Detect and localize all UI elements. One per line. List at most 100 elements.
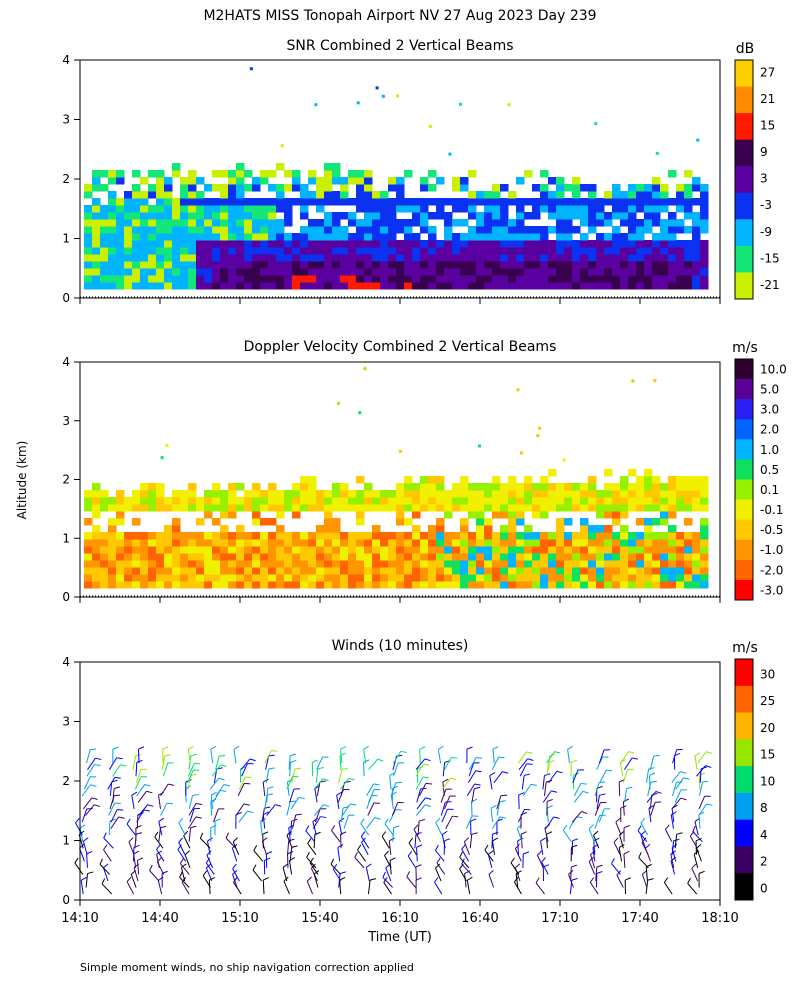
colorbar-swatch (735, 166, 753, 194)
x-tick-label: 16:40 (461, 911, 498, 926)
colorbar-tick-label: 20 (760, 721, 775, 735)
x-tick-label: 14:10 (61, 911, 98, 926)
y-tick-label: 1 (62, 531, 70, 545)
y-tick-label: 0 (62, 291, 70, 305)
y-tick-label: 3 (62, 414, 70, 428)
colorbar-tick-label: 2 (760, 855, 768, 869)
y-tick-label: 1 (62, 834, 70, 848)
colorbar-tick-label: 0.1 (760, 483, 779, 497)
y-tick-label: 2 (62, 473, 70, 487)
y-tick-label: 2 (62, 172, 70, 186)
colorbar-swatch (735, 139, 753, 167)
colorbar-tick-label: 15 (760, 119, 775, 133)
colorbar-swatch (735, 579, 753, 601)
x-tick-label: 16:10 (381, 911, 418, 926)
colorbar-swatch (735, 873, 753, 901)
colorbar-swatch (735, 439, 753, 460)
colorbar-tick-label: 15 (760, 748, 775, 762)
colorbar-swatch (735, 219, 753, 247)
x-tick-label: 17:10 (541, 911, 578, 926)
colorbar-swatch (735, 60, 753, 87)
x-tick-label: 14:40 (141, 911, 178, 926)
colorbar-tick-label: 27 (760, 65, 775, 79)
y-tick-label: 3 (62, 113, 70, 127)
heatmap-cells (84, 367, 709, 589)
y-tick-label: 1 (62, 232, 70, 246)
colorbar-tick-label: 0.5 (760, 463, 779, 477)
colorbar-swatch (735, 685, 753, 713)
colorbar-swatch (735, 192, 753, 220)
colorbar-swatch (735, 419, 753, 440)
y-tick-label: 4 (62, 655, 70, 669)
panel-title: Doppler Velocity Combined 2 Vertical Bea… (244, 339, 557, 355)
colorbar-tick-label: -3.0 (760, 583, 783, 597)
colorbar-tick-label: 25 (760, 694, 775, 708)
colorbar-tick-label: 1.0 (760, 443, 779, 457)
colorbar-swatch (735, 739, 753, 767)
colorbar-swatch (735, 272, 753, 300)
colorbar-unit: dB (736, 41, 755, 57)
heatmap-cells (84, 67, 709, 290)
colorbar-tick-label: -1.0 (760, 543, 783, 557)
snr-panel: SNR Combined 2 Vertical Beams 0 1 2 3 4 dB 27 21… (62, 38, 779, 305)
colorbar-swatch (735, 359, 753, 380)
x-tick-label: 18:10 (701, 911, 738, 926)
colorbar-swatch (735, 499, 753, 520)
colorbar-swatch (735, 86, 753, 114)
colorbar-swatch (735, 792, 753, 820)
y-tick-label: 3 (62, 715, 70, 729)
colorbar-swatch (735, 712, 753, 740)
colorbar-tick-label: 30 (760, 667, 775, 681)
colorbar-swatch (735, 459, 753, 480)
colorbar-swatch (735, 846, 753, 874)
colorbar-swatch (735, 519, 753, 541)
colorbar-tick-label: -2.0 (760, 563, 783, 577)
doppler-panel: Doppler Velocity Combined 2 Vertical Bea… (62, 339, 786, 604)
colorbar-unit: m/s (732, 340, 758, 356)
colorbar-tick-label: -15 (760, 251, 780, 265)
colorbar-swatch (735, 113, 753, 140)
colorbar-tick-label: 9 (760, 145, 768, 159)
colorbar: dB 27 21 15 9 3 -3 -9 -15 -21 (734, 41, 780, 300)
colorbar-unit: m/s (732, 640, 758, 656)
y-tick-label: 0 (62, 893, 70, 907)
figure-title: M2HATS MISS Tonopah Airport NV 27 Aug 20… (203, 8, 596, 24)
colorbar-swatch (735, 539, 753, 561)
y-tick-label: 0 (62, 590, 70, 604)
colorbar-swatch (735, 399, 753, 420)
y-tick-label: 4 (62, 355, 70, 369)
colorbar-swatch (735, 659, 753, 687)
colorbar-swatch (735, 559, 753, 581)
colorbar-tick-label: 5.0 (760, 383, 779, 397)
colorbar-tick-label: 10.0 (760, 362, 787, 376)
y-tick-label: 4 (62, 53, 70, 67)
colorbar-tick-label: 4 (760, 828, 768, 842)
footnote: Simple moment winds, no ship navigation … (80, 961, 414, 974)
colorbar-tick-label: -3 (760, 198, 772, 212)
colorbar-tick-label: 8 (760, 801, 768, 815)
x-axis-label: Time (UT) (367, 930, 432, 945)
colorbar-swatch (735, 766, 753, 794)
colorbar-swatch (735, 379, 753, 400)
wind-barbs (74, 745, 713, 895)
colorbar-swatch (735, 819, 753, 847)
colorbar-tick-label: -9 (760, 225, 772, 239)
colorbar-tick-label: -0.5 (760, 523, 783, 537)
colorbar-tick-label: 2.0 (760, 423, 779, 437)
colorbar-frame (734, 658, 754, 901)
colorbar: m/s10.0 5.0 3.0 2.0 1.0 0.5 0.1 -0.1 -0.5 -1.0 -2.… (732, 340, 787, 601)
y-tick-label: 2 (62, 774, 70, 788)
colorbar-tick-label: 21 (760, 92, 775, 106)
colorbar-swatch (735, 479, 753, 500)
colorbar-tick-label: 3.0 (760, 403, 779, 417)
x-tick-label: 15:40 (301, 911, 338, 926)
y-axis-label: Altitude (km) (15, 441, 29, 520)
x-tick-label: 15:10 (221, 911, 258, 926)
colorbar-frame (734, 59, 754, 300)
panel-title: SNR Combined 2 Vertical Beams (286, 38, 513, 54)
colorbar-tick-label: 3 (760, 172, 768, 186)
colorbar-swatch (735, 245, 753, 273)
colorbar-tick-label: 0 (760, 882, 768, 896)
colorbar-tick-label: 10 (760, 774, 775, 788)
